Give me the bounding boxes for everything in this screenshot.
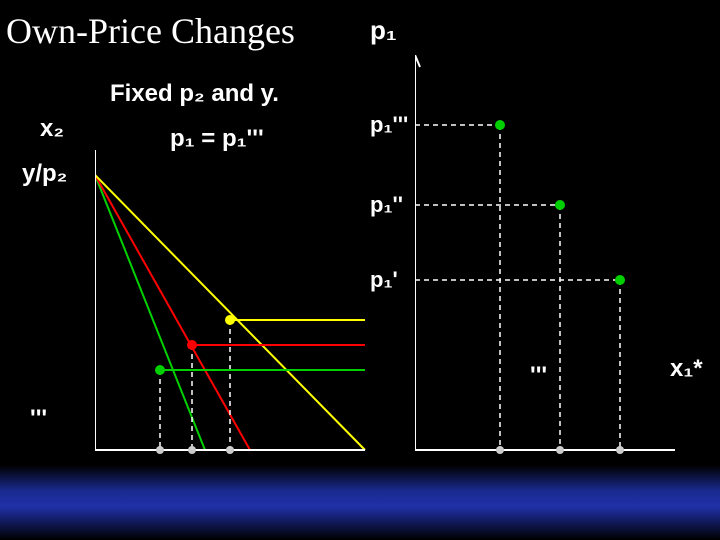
p1-axis-label: p₁ — [370, 15, 397, 46]
page-title: Own-Price Changes — [6, 10, 295, 52]
yp2-label: y/p₂ — [22, 160, 67, 188]
right-chart — [415, 55, 695, 465]
x2-label: x₂ — [40, 115, 64, 143]
p1-eq-label: p₁ = p₁''' — [170, 125, 264, 153]
left-tprime: ''' — [30, 405, 47, 433]
p1-text: p₁ — [370, 15, 397, 45]
p1-tprime-label: p₁''' — [370, 112, 408, 138]
left-chart — [95, 150, 375, 460]
bottom-gradient — [0, 465, 720, 540]
subtitle: Fixed p₂ and y. — [110, 80, 279, 108]
